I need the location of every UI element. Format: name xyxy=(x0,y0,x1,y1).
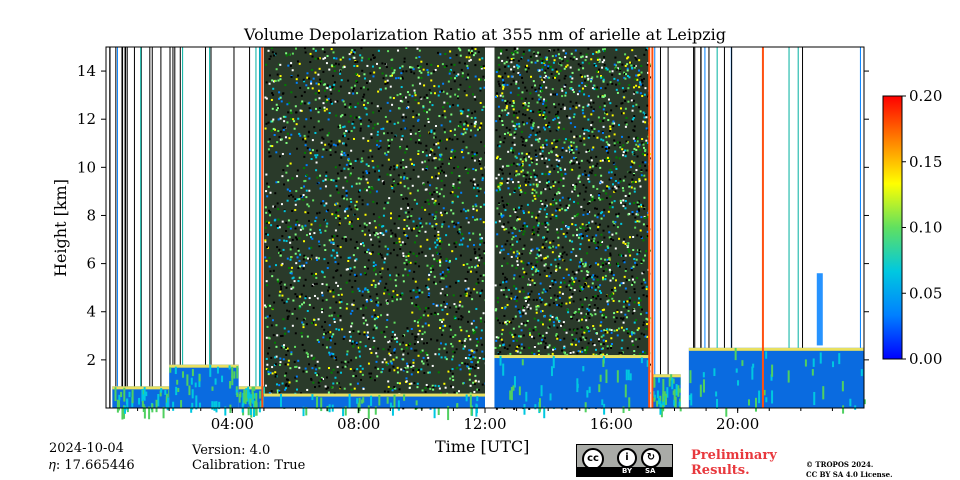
x-tick-label: 04:00 xyxy=(211,415,254,433)
chart-title: Volume Depolarization Ratio at 355 nm of… xyxy=(244,25,726,44)
boundary-layer-1 xyxy=(169,364,239,416)
colorbar-tick-label: 0.10 xyxy=(909,219,942,237)
boundary-layer-2 xyxy=(238,386,266,418)
calibration-info: Calibration: True xyxy=(192,458,306,473)
x-tick-label: 16:00 xyxy=(590,415,633,433)
copyright-line: © TROPOS 2024. xyxy=(806,460,874,469)
boundary-layer-4 xyxy=(494,355,650,419)
colorbar-tick-label: 0.05 xyxy=(909,284,942,302)
colorbar-tick-label: 0.20 xyxy=(909,87,942,105)
x-axis-label: Time [UTC] xyxy=(435,437,530,456)
depolarization-chart: 04:00 08:00 12:00 16:00 20:00 2 4 6 8 10 12 14 Heig… xyxy=(51,46,942,433)
depolarization-heatmap xyxy=(109,47,866,421)
noise-region-1 xyxy=(494,47,652,410)
aerosol-plume xyxy=(816,273,823,346)
x-tick-label: 08:00 xyxy=(337,415,380,433)
version-info: Version: 4.0 xyxy=(192,443,271,458)
x-tick-label: 12:00 xyxy=(463,415,506,433)
noise-region-0 xyxy=(263,47,487,410)
y-tick-label: 12 xyxy=(77,110,96,128)
y-tick-label: 6 xyxy=(86,255,96,273)
y-axis-label: Height [km] xyxy=(51,179,70,277)
x-tick-label: 20:00 xyxy=(716,415,759,433)
boundary-layer-5 xyxy=(652,374,683,418)
measurement-date: 2024-10-04 xyxy=(49,441,124,456)
y-tick-label: 10 xyxy=(77,158,96,176)
boundary-layer-0 xyxy=(112,386,171,420)
y-tick-label: 14 xyxy=(77,62,96,80)
colorbar-tick-label: 0.15 xyxy=(909,153,942,171)
axes: 04:00 08:00 12:00 16:00 20:00 2 4 6 8 10 12 14 xyxy=(77,62,869,433)
data-gap-0 xyxy=(485,47,493,408)
share-alike-icon: ↻ xyxy=(641,448,661,468)
boundary-layer-3 xyxy=(263,393,485,421)
license-strip xyxy=(577,467,672,476)
colorbar: 0.00 0.05 0.10 0.15 0.20 xyxy=(882,87,942,368)
cc-by-sa-license-logo: cc i ↻ BY SA xyxy=(576,444,673,477)
by-label: BY xyxy=(622,467,633,475)
sa-label: SA xyxy=(645,467,656,475)
colorbar-tick-label: 0.00 xyxy=(909,350,942,368)
eta-value: 𝜂: 17.665446 xyxy=(49,458,135,473)
license-line: CC BY SA 4.0 License. xyxy=(806,470,893,479)
y-tick-label: 4 xyxy=(86,303,96,321)
preliminary-results-note: Preliminary Results. xyxy=(691,448,777,478)
data-gap-1 xyxy=(680,47,689,408)
attribution-icon: i xyxy=(617,448,637,468)
y-tick-label: 2 xyxy=(86,351,96,369)
boundary-layer-6 xyxy=(688,347,866,417)
colorbar-gradient xyxy=(882,95,903,360)
y-tick-label: 8 xyxy=(86,206,96,224)
